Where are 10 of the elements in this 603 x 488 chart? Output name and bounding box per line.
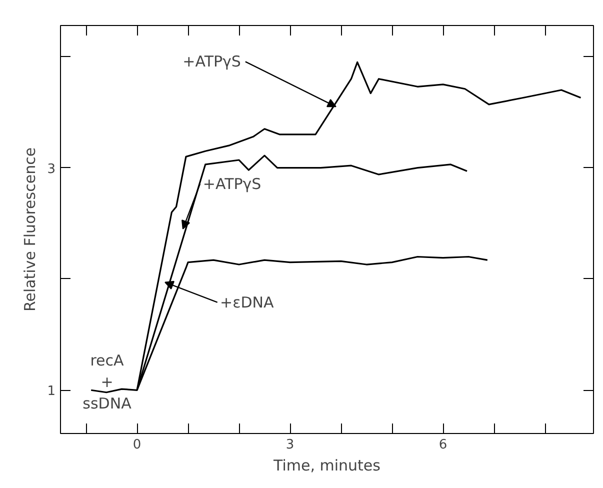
x-tick-label: 3 [286,438,294,452]
y-tick-label: 1 [47,384,56,400]
annotation: +ATPγS [202,174,262,193]
x-tick-label: 0 [132,438,142,452]
annotation: +ATPγS [182,52,241,71]
annotation: +εDNA [220,293,275,312]
annotation: recA + ssDNA [82,352,132,413]
x-axis-title: Time, minutes [272,456,381,474]
x-tick-label: 6 [438,438,448,452]
y-axis-title: Relative Fluorescence [21,147,40,312]
